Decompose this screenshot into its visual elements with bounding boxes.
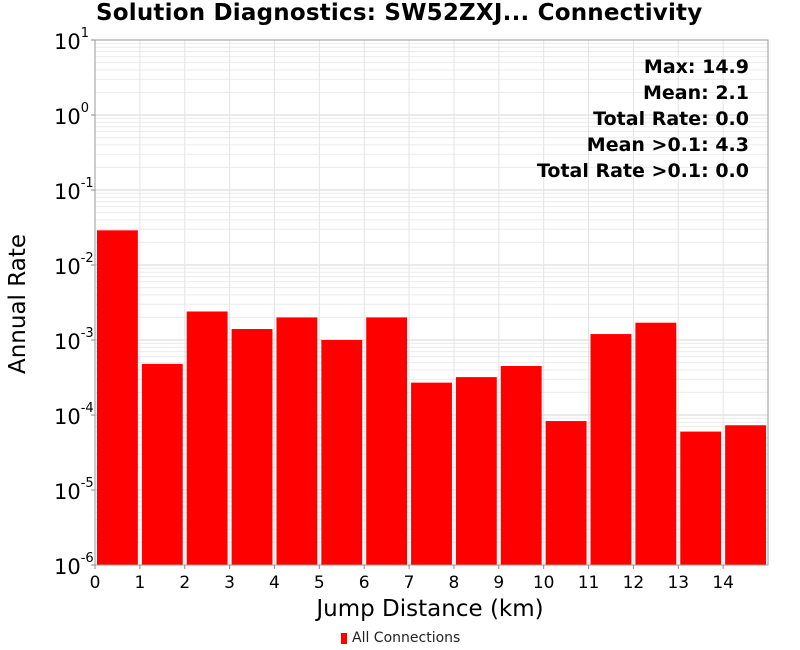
bar (725, 425, 766, 565)
bar (500, 366, 542, 565)
bar (97, 230, 138, 566)
plot-frame (94, 39, 769, 566)
x-tick-label: 14 (712, 573, 734, 593)
y-axis-ticks: 101 100 10-1 10-2 10-3 10-4 10-5 10-6 (54, 26, 95, 579)
stat-mean: Mean: 2.1 (642, 82, 749, 104)
bar (366, 317, 408, 565)
bar (680, 431, 722, 565)
bar (455, 377, 497, 565)
x-tick-label: 11 (578, 573, 600, 593)
y-tick-label: 10-3 (54, 326, 94, 354)
legend: All Connections (341, 630, 460, 646)
legend-label: All Connections (352, 630, 461, 646)
x-tick-label: 0 (90, 573, 101, 593)
stat-total-rate: Total Rate: 0.0 (593, 108, 749, 130)
bar (141, 363, 183, 565)
chart-title: Solution Diagnostics: SW52ZXJ... Connect… (96, 0, 703, 26)
y-tick-label: 100 (54, 101, 89, 129)
x-tick-label: 4 (269, 573, 280, 593)
stat-max: Max: 14.9 (643, 56, 749, 78)
bar (411, 382, 452, 565)
x-tick-label: 13 (667, 573, 689, 593)
bar (635, 322, 677, 565)
bar (590, 334, 632, 565)
bar (231, 329, 273, 565)
y-tick-label: 10-1 (54, 176, 94, 204)
x-axis-title: Jump Distance (km) (316, 596, 544, 622)
y-tick-label: 10-2 (54, 251, 94, 279)
x-tick-label: 10 (533, 573, 555, 593)
x-tick-label: 8 (449, 573, 460, 593)
x-tick-label: 6 (359, 573, 370, 593)
y-tick-label: 10-5 (54, 476, 94, 504)
x-tick-label: 1 (134, 573, 145, 593)
y-axis-title: Annual Rate (5, 234, 31, 374)
x-tick-label: 9 (493, 573, 504, 593)
legend-swatch (341, 632, 347, 644)
bar (276, 317, 318, 565)
stat-mean-above-threshold: Mean >0.1: 4.3 (586, 134, 749, 156)
bar (321, 340, 363, 565)
x-tick-label: 3 (224, 573, 235, 593)
x-tick-label: 7 (404, 573, 415, 593)
x-tick-label: 12 (623, 573, 645, 593)
stat-total-rate-above-threshold: Total Rate >0.1: 0.0 (536, 160, 749, 182)
bar (545, 421, 587, 565)
bar (186, 311, 228, 565)
bars (97, 230, 766, 566)
stats-box: Max: 14.9 Mean: 2.1 Total Rate: 0.0 Mean… (537, 54, 749, 184)
x-tick-label: 5 (314, 573, 325, 593)
x-tick-label: 2 (179, 573, 190, 593)
y-tick-label: 101 (54, 26, 89, 54)
y-tick-label: 10-6 (54, 551, 94, 579)
x-axis-ticks: 0 1 2 3 4 5 6 7 8 9 10 11 12 13 14 (90, 565, 734, 593)
y-tick-label: 10-4 (54, 401, 94, 429)
